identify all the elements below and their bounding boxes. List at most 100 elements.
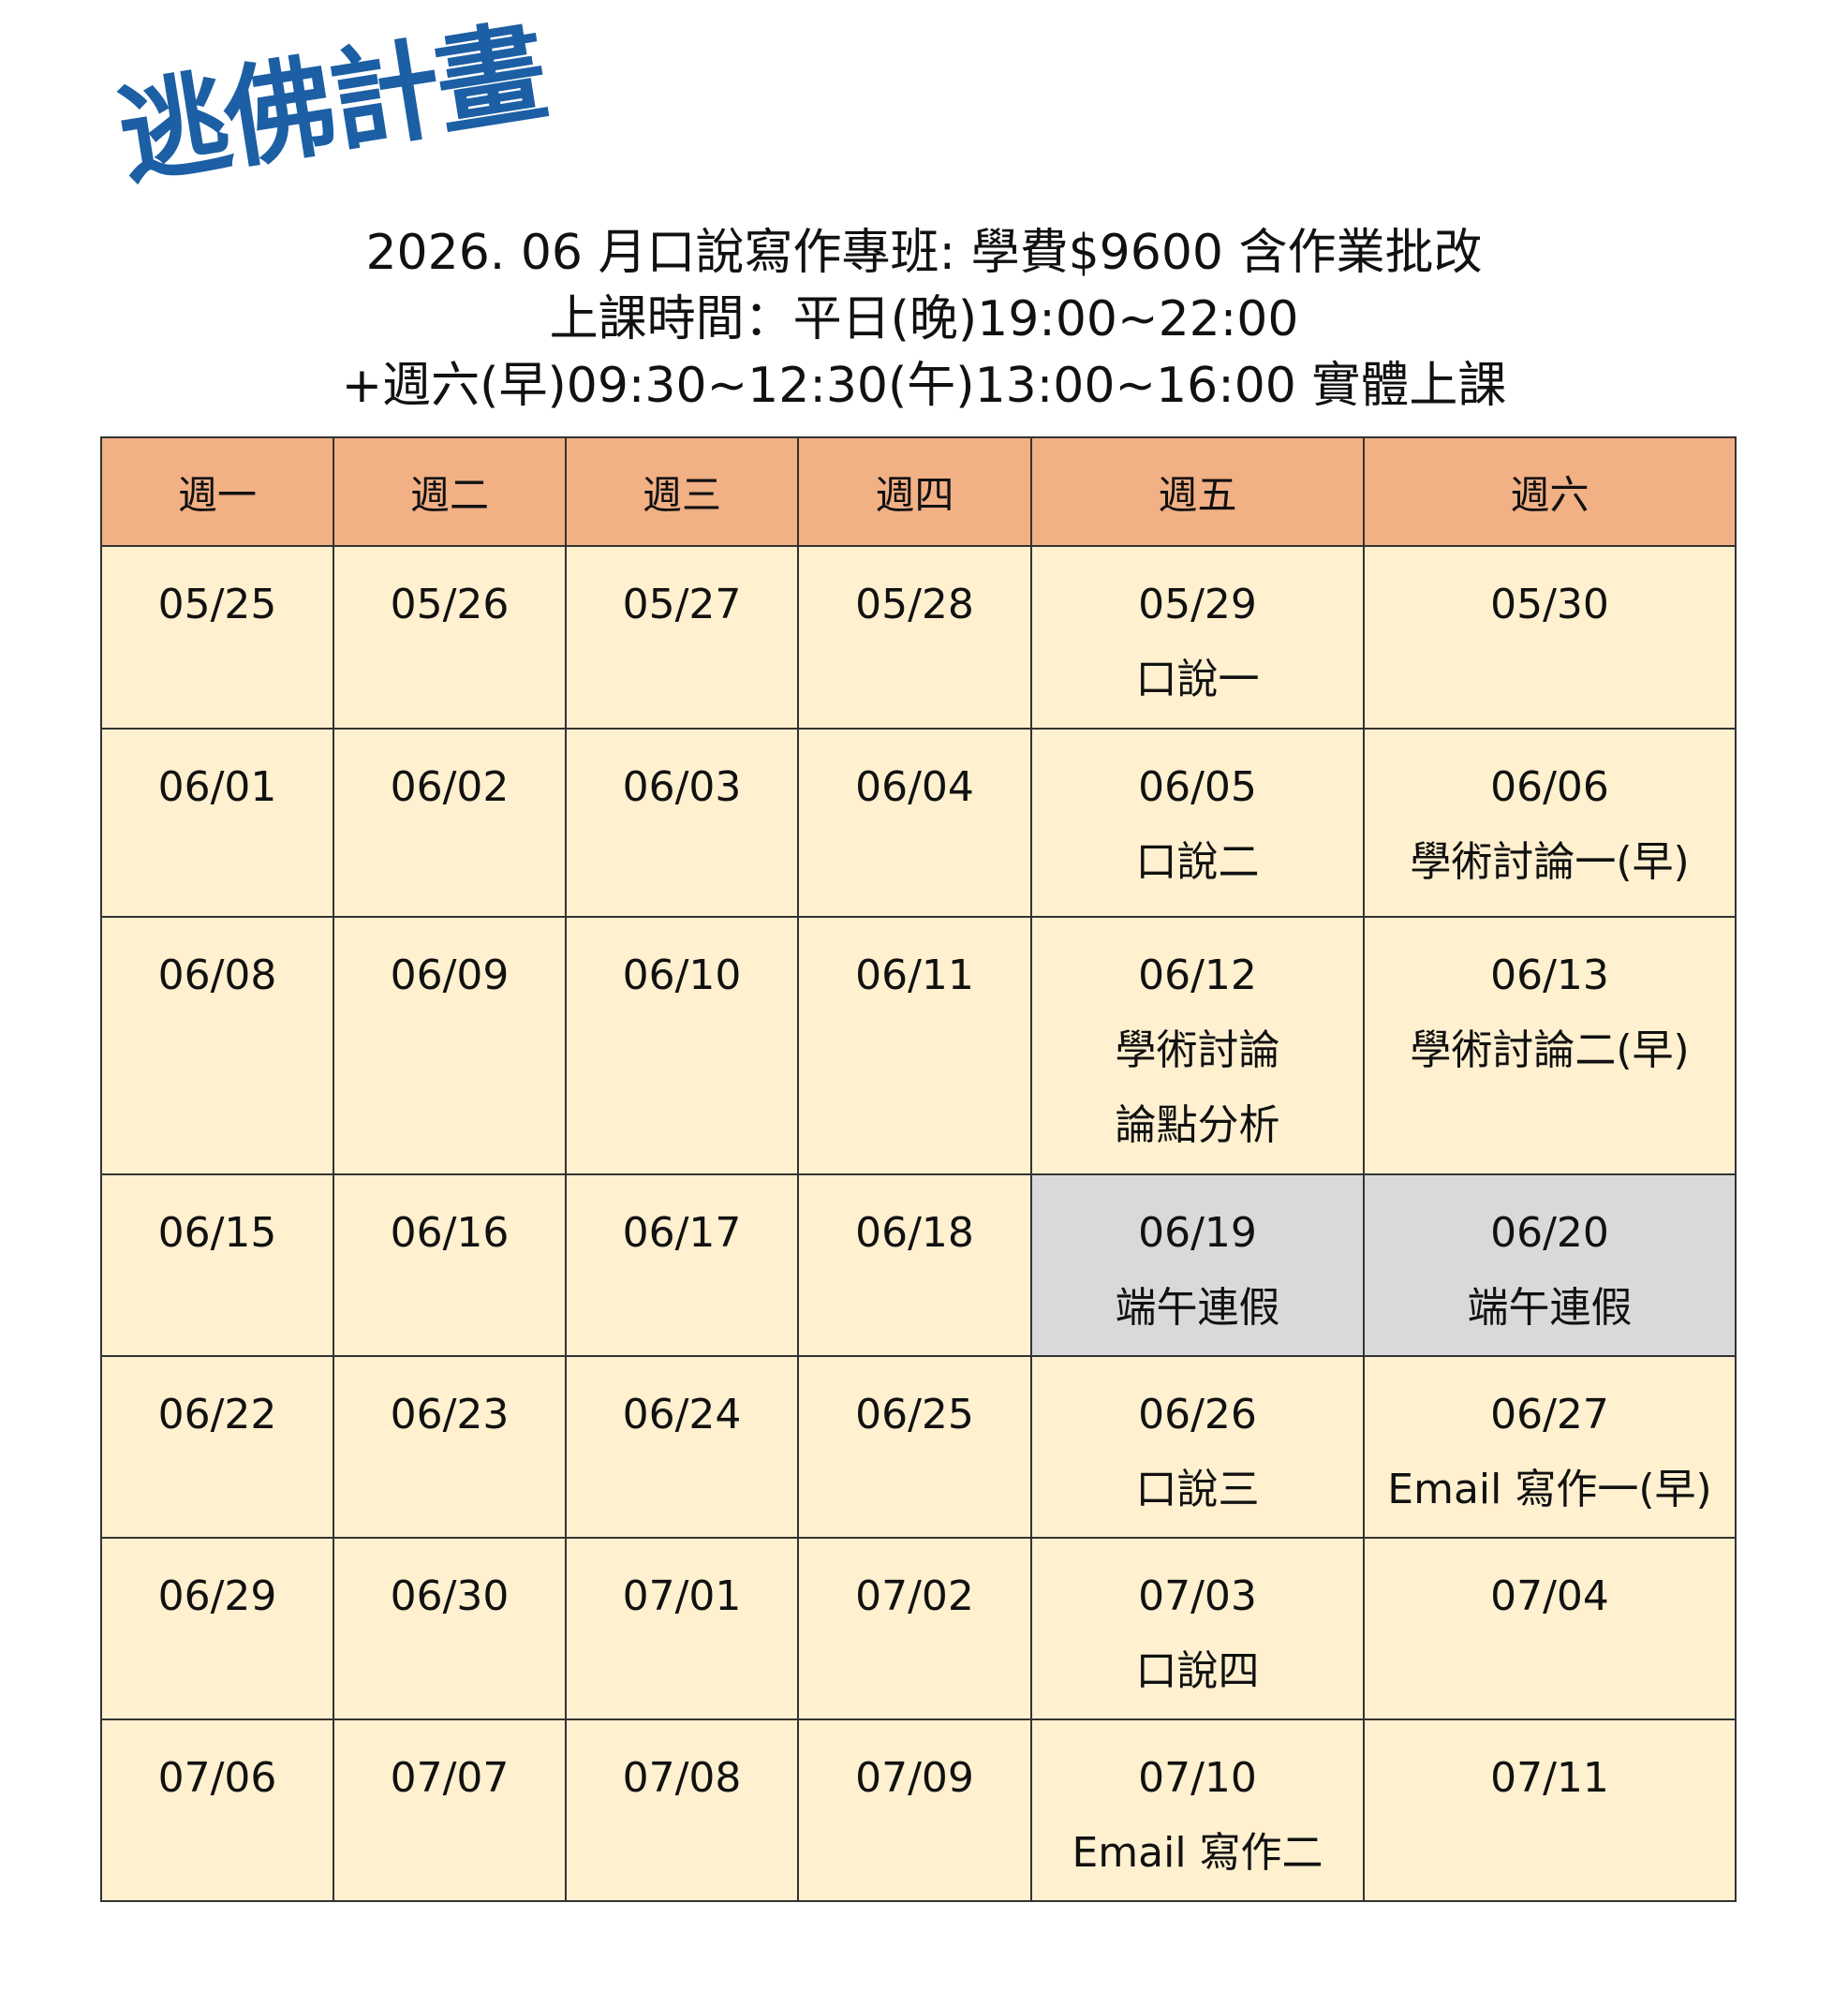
day-cell: 07/03 口說四 [1030, 1537, 1365, 1720]
date-label: 07/07 [390, 1754, 510, 1802]
date-label: 06/17 [622, 1209, 742, 1257]
day-cell: 06/12 學術討論論點分析 [1030, 916, 1365, 1175]
date-label: 06/22 [157, 1391, 277, 1438]
class-note: 學術討論二(早) [1410, 1026, 1690, 1074]
week-row: 06/08 06/09 06/10 06/11 06/12 學術討論論點分析 06/13 學術… [100, 916, 1737, 1175]
day-cell: 06/05 口說二 [1030, 728, 1365, 918]
date-label: 06/10 [622, 951, 742, 999]
day-cell: 06/03 [565, 728, 799, 918]
day-cell: 05/26 [333, 545, 567, 730]
week-row: 06/29 06/30 07/01 07/02 07/03 口說四 07/04 [100, 1537, 1737, 1720]
class-note: 口說四 [1135, 1647, 1260, 1695]
date-label: 06/29 [157, 1572, 277, 1620]
date-label: 07/04 [1490, 1572, 1609, 1620]
day-cell: 05/25 [100, 545, 334, 730]
date-label: 07/06 [157, 1754, 277, 1802]
date-label: 06/13 [1490, 951, 1609, 999]
date-label: 06/15 [157, 1209, 277, 1257]
date-label: 06/19 [1138, 1209, 1257, 1257]
day-cell: 05/30 [1363, 545, 1737, 730]
class-note: Email 寫作一(早) [1387, 1466, 1712, 1513]
date-label: 06/01 [157, 763, 277, 811]
day-cell: 07/11 [1363, 1718, 1737, 1902]
week-row: 06/01 06/02 06/03 06/04 06/05 口說二 06/06 學術討論一(早… [100, 728, 1737, 918]
class-note: 學術討論一(早) [1410, 838, 1690, 886]
date-label: 05/27 [622, 581, 742, 628]
date-label: 05/25 [157, 581, 277, 628]
day-cell: 06/24 [565, 1355, 799, 1539]
date-label: 06/18 [855, 1209, 974, 1257]
title-line-1: 2026. 06 月口說寫作專班: 學費$9600 含作業批改 [365, 225, 1483, 281]
date-label: 06/09 [390, 951, 510, 999]
day-cell: 06/17 [565, 1173, 799, 1357]
day-cell: 06/15 [100, 1173, 334, 1357]
class-note: 口說二 [1135, 838, 1260, 886]
date-label: 06/16 [390, 1209, 510, 1257]
date-label: 07/03 [1138, 1572, 1257, 1620]
class-note: Email 寫作二 [1072, 1829, 1323, 1877]
date-label: 05/30 [1490, 581, 1609, 628]
date-label: 06/03 [622, 763, 742, 811]
date-label: 06/20 [1490, 1209, 1609, 1257]
class-note: 口說三 [1135, 1466, 1260, 1513]
week-row: 06/22 06/23 06/24 06/25 06/26 口說三 06/27 Email 寫… [100, 1355, 1737, 1539]
logo: 逃佛計畫 [110, 7, 571, 201]
day-cell: 06/09 [333, 916, 567, 1175]
date-label: 06/30 [390, 1572, 510, 1620]
weekday-header: 週一 [100, 436, 334, 547]
day-cell: 05/27 [565, 545, 799, 730]
day-cell: 06/10 [565, 916, 799, 1175]
page-title: 2026. 06 月口說寫作專班: 學費$9600 含作業批改 上課時間：平日(… [0, 220, 1848, 420]
date-label: 06/02 [390, 763, 510, 811]
day-cell: 07/01 [565, 1537, 799, 1720]
day-cell: 06/25 [797, 1355, 1032, 1539]
date-label: 05/29 [1138, 581, 1257, 628]
day-cell: 05/29 口說一 [1030, 545, 1365, 730]
date-label: 06/27 [1490, 1391, 1609, 1438]
date-label: 06/05 [1138, 763, 1257, 811]
date-label: 06/25 [855, 1391, 974, 1438]
day-cell: 07/10 Email 寫作二 [1030, 1718, 1365, 1902]
day-cell: 05/28 [797, 545, 1032, 730]
day-cell: 06/04 [797, 728, 1032, 918]
day-cell: 06/22 [100, 1355, 334, 1539]
day-cell: 06/01 [100, 728, 334, 918]
title-line-2: 上課時間：平日(晚)19:00~22:00 [549, 291, 1299, 347]
day-cell: 07/06 [100, 1718, 334, 1902]
class-note: 口說一 [1135, 656, 1260, 703]
date-label: 07/08 [622, 1754, 742, 1802]
date-label: 07/11 [1490, 1754, 1609, 1802]
weekday-header: 週五 [1030, 436, 1365, 547]
day-cell: 06/13 學術討論二(早) [1363, 916, 1737, 1175]
day-cell: 06/29 [100, 1537, 334, 1720]
day-cell: 07/09 [797, 1718, 1032, 1902]
day-cell: 06/19 端午連假 [1030, 1173, 1365, 1357]
date-label: 06/04 [855, 763, 974, 811]
class-note: 論點分析 [1115, 1101, 1280, 1149]
date-label: 07/09 [855, 1754, 974, 1802]
week-row: 05/25 05/26 05/27 05/28 05/29 口說一 05/30 [100, 545, 1737, 730]
day-cell: 06/30 [333, 1537, 567, 1720]
day-cell: 06/06 學術討論一(早) [1363, 728, 1737, 918]
date-label: 06/11 [855, 951, 974, 999]
date-label: 06/08 [157, 951, 277, 999]
weekday-header: 週二 [333, 436, 567, 547]
class-note: 端午連假 [1467, 1284, 1633, 1332]
week-row: 07/06 07/07 07/08 07/09 07/10 Email 寫作二 07/11 [100, 1718, 1737, 1902]
title-line-3: +週六(早)09:30~12:30(午)13:00~16:00 實體上課 [341, 358, 1507, 414]
date-label: 07/01 [622, 1572, 742, 1620]
week-row: 06/15 06/16 06/17 06/18 06/19 端午連假 06/20 端午連假 [100, 1173, 1737, 1357]
date-label: 06/23 [390, 1391, 510, 1438]
day-cell: 06/02 [333, 728, 567, 918]
day-cell: 06/20 端午連假 [1363, 1173, 1737, 1357]
date-label: 07/10 [1138, 1754, 1257, 1802]
day-cell: 07/07 [333, 1718, 567, 1902]
class-note: 學術討論 [1115, 1026, 1280, 1074]
class-note: 端午連假 [1115, 1284, 1280, 1332]
date-label: 06/06 [1490, 763, 1609, 811]
date-label: 05/28 [855, 581, 974, 628]
date-label: 07/02 [855, 1572, 974, 1620]
date-label: 06/12 [1138, 951, 1257, 999]
day-cell: 06/27 Email 寫作一(早) [1363, 1355, 1737, 1539]
day-cell: 06/16 [333, 1173, 567, 1357]
